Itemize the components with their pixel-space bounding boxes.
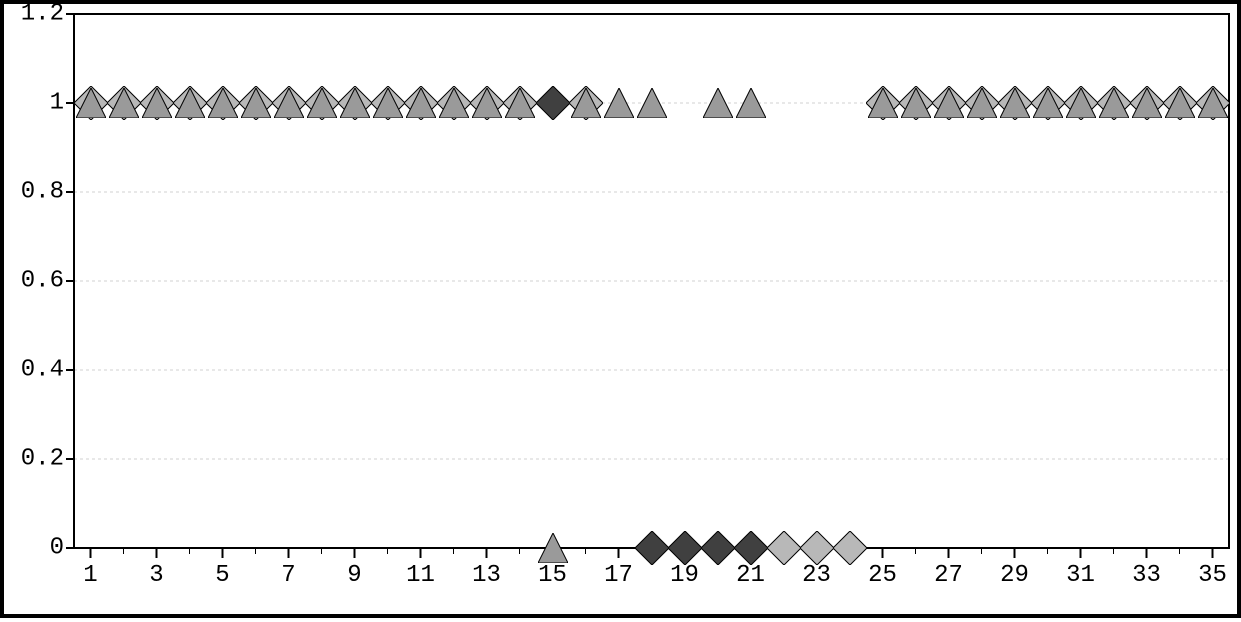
marker-triangle <box>637 88 667 118</box>
marker-triangle <box>1198 88 1228 118</box>
marker-triangle <box>406 88 436 118</box>
marker-diamond <box>833 531 867 565</box>
marker-triangle <box>241 88 271 118</box>
marker-diamond <box>767 531 801 565</box>
markers-layer <box>4 4 1241 622</box>
marker-triangle <box>1165 88 1195 118</box>
marker-triangle <box>1099 88 1129 118</box>
marker-triangle <box>340 88 370 118</box>
marker-triangle <box>1066 88 1096 118</box>
marker-triangle <box>505 88 535 118</box>
marker-triangle <box>175 88 205 118</box>
marker-diamond <box>635 531 669 565</box>
marker-diamond <box>668 531 702 565</box>
chart-outer-frame: 00.20.40.60.811.213579111315171921232527… <box>0 0 1241 618</box>
marker-triangle <box>373 88 403 118</box>
marker-triangle <box>736 88 766 118</box>
marker-triangle <box>901 88 931 118</box>
marker-triangle <box>109 88 139 118</box>
marker-triangle <box>76 88 106 118</box>
marker-triangle <box>868 88 898 118</box>
marker-triangle <box>307 88 337 118</box>
marker-triangle <box>142 88 172 118</box>
marker-triangle <box>538 533 568 563</box>
marker-triangle <box>604 88 634 118</box>
marker-diamond <box>734 531 768 565</box>
marker-diamond <box>701 531 735 565</box>
marker-triangle <box>1000 88 1030 118</box>
marker-triangle <box>967 88 997 118</box>
marker-triangle <box>571 88 601 118</box>
marker-triangle <box>274 88 304 118</box>
marker-diamond <box>536 86 570 120</box>
marker-triangle <box>439 88 469 118</box>
marker-triangle <box>1132 88 1162 118</box>
marker-triangle <box>208 88 238 118</box>
marker-triangle <box>472 88 502 118</box>
marker-diamond <box>800 531 834 565</box>
marker-triangle <box>1033 88 1063 118</box>
marker-triangle <box>703 88 733 118</box>
marker-triangle <box>934 88 964 118</box>
